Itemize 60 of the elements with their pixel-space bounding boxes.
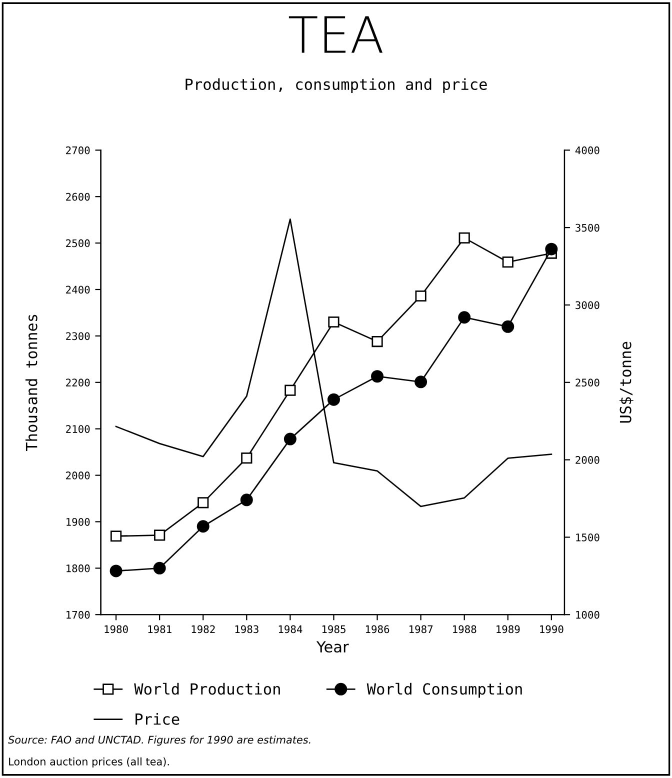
x-tick-label: 1986 <box>366 625 390 634</box>
x-tick-label: 1988 <box>453 625 476 634</box>
y2-tick-label: 1500 <box>576 533 600 542</box>
x-tick-label: 1984 <box>278 625 302 634</box>
y2-tick-label: 3500 <box>576 224 600 232</box>
point <box>415 290 426 302</box>
point <box>198 497 209 508</box>
x-tick-label: 1981 <box>148 625 172 634</box>
point <box>545 242 558 256</box>
chart-title: TEA <box>288 16 383 53</box>
point <box>110 564 122 578</box>
y2-tick-label: 2000 <box>576 456 600 464</box>
legend-label: Price <box>136 713 180 725</box>
x-tick-label: 1982 <box>192 625 215 634</box>
point <box>153 562 166 574</box>
text: London auction prices (all tea). <box>9 757 169 768</box>
point <box>196 520 210 533</box>
x-axis-title: Year <box>316 641 349 653</box>
x-tick-label: 1990 <box>540 625 564 634</box>
y-tick-label: 1900 <box>66 518 90 526</box>
point <box>458 232 470 244</box>
x-tick-label: 1987 <box>410 625 433 634</box>
legend-label: World Consumption <box>366 682 522 698</box>
y-tick-label: 1800 <box>66 564 90 572</box>
y2-tick-label: 3000 <box>576 301 600 310</box>
point <box>110 530 122 542</box>
point <box>502 320 514 333</box>
y-axis-title: Thousand tonnes <box>26 314 38 452</box>
point <box>328 316 340 328</box>
point <box>371 370 384 383</box>
x-tick-label: 1983 <box>235 625 258 634</box>
point <box>414 376 428 388</box>
point <box>284 384 296 396</box>
y2-tick-label: 1000 <box>576 610 600 619</box>
x-tick-label: 1980 <box>104 625 128 634</box>
chart-subtitle: Production, consumption and price <box>186 78 487 94</box>
y2-tick-label: 2500 <box>576 378 600 387</box>
y2-tick-label: 4000 <box>575 146 600 154</box>
point <box>284 432 296 446</box>
y-tick-label: 2400 <box>66 286 90 294</box>
legend-label: World Production <box>134 682 280 695</box>
point <box>240 494 253 506</box>
point <box>502 256 514 268</box>
y-tick-label: 2200 <box>66 378 90 387</box>
y-tick-label: 2000 <box>66 472 90 480</box>
point <box>372 336 383 348</box>
y-tick-label: 2600 <box>66 192 90 201</box>
point <box>327 393 340 406</box>
y-tick-label: 2500 <box>66 239 90 248</box>
source-note: Source: FAO and UNCTAD. Figures for 1990 are estimates. <box>8 736 310 746</box>
x-tick-label: 1989 <box>496 625 520 634</box>
y2-axis-title: US$/tonne <box>620 342 634 423</box>
point <box>154 530 166 541</box>
y-tick-label: 2300 <box>66 332 90 340</box>
x-tick-label: 1985 <box>322 625 346 634</box>
point <box>241 452 252 464</box>
y-tick-label: 2700 <box>66 146 90 154</box>
point <box>458 311 471 324</box>
y-tick-label: 1700 <box>66 610 90 619</box>
y-tick-label: 2100 <box>66 425 90 433</box>
